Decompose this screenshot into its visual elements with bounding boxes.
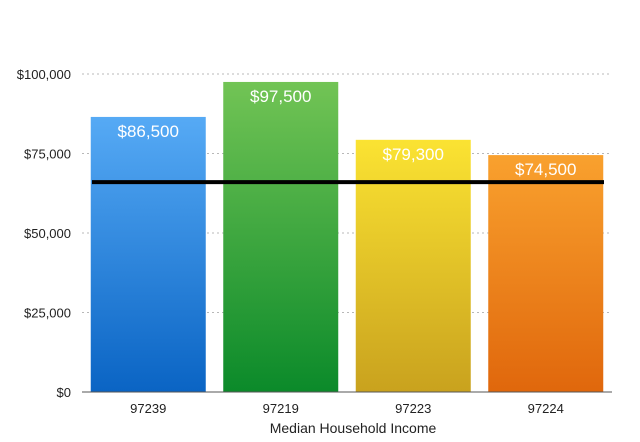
y-tick-label: $0 — [57, 385, 71, 400]
bar-97239 — [90, 116, 206, 393]
bar-97223 — [355, 139, 471, 392]
x-tick-label: 97219 — [263, 401, 299, 416]
x-tick-label: 97239 — [130, 401, 166, 416]
y-axis-ticks: $0 $25,000 $50,000 $75,000 $100,000 — [17, 67, 71, 400]
data-labels: $86,500 $97,500 $79,300 $74,500 — [118, 87, 577, 179]
bar-97219 — [223, 81, 339, 392]
data-label: $79,300 — [383, 145, 444, 164]
data-label: $86,500 — [118, 122, 179, 141]
bars — [90, 81, 604, 393]
x-tick-label: 97223 — [395, 401, 431, 416]
y-tick-label: $50,000 — [24, 226, 71, 241]
y-tick-label: $75,000 — [24, 147, 71, 162]
x-tick-label: 97224 — [528, 401, 564, 416]
bar-97224 — [488, 155, 604, 392]
x-axis-ticks: 97239 97219 97223 97224 — [130, 401, 564, 416]
data-label: $74,500 — [515, 160, 576, 179]
x-axis-title: Median Household Income — [270, 420, 437, 436]
y-tick-label: $25,000 — [24, 306, 71, 321]
data-label: $97,500 — [250, 87, 311, 106]
y-tick-label: $100,000 — [17, 67, 71, 82]
